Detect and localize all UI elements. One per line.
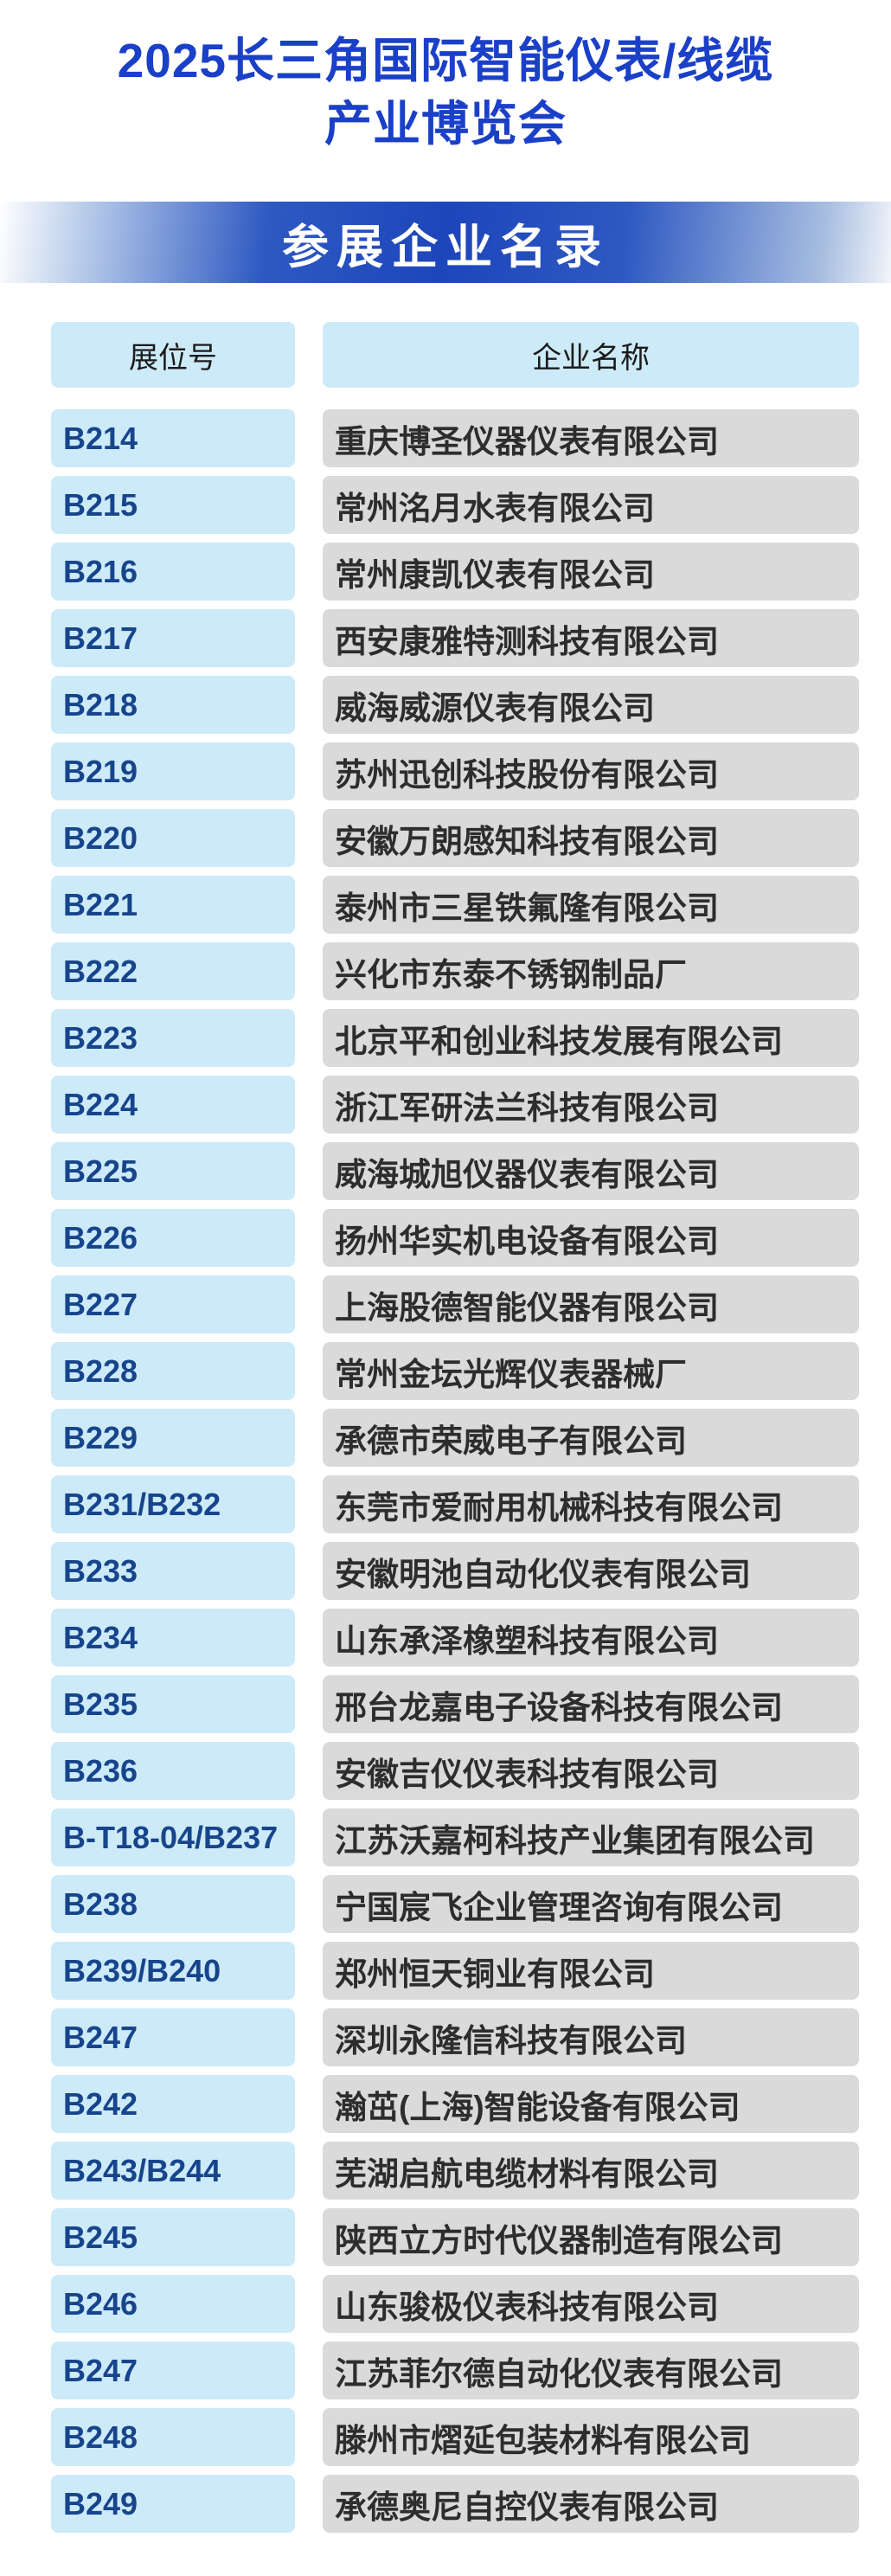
page-title-line1: 2025长三角国际智能仪表/线缆 xyxy=(117,34,774,87)
booth-number-cell: B221 xyxy=(51,876,295,934)
booth-number-cell: B246 xyxy=(51,2275,295,2333)
booth-number-cell: B249 xyxy=(51,2475,295,2533)
booth-number-cell: B216 xyxy=(51,543,295,601)
company-name-cell: 威海威源仪表有限公司 xyxy=(323,676,859,734)
booth-number-cell: B224 xyxy=(51,1076,295,1134)
booth-number-cell: B217 xyxy=(51,609,295,667)
company-name-cell: 瀚茁(上海)智能设备有限公司 xyxy=(323,2075,859,2133)
company-name-cell: 承德市荣威电子有限公司 xyxy=(323,1409,859,1467)
company-name-cell: 山东承泽橡塑科技有限公司 xyxy=(323,1609,859,1667)
company-name-cell: 陕西立方时代仪器制造有限公司 xyxy=(323,2208,859,2266)
company-name-cell: 深圳永隆信科技有限公司 xyxy=(323,2008,859,2066)
company-name-cell: 常州金坛光辉仪表器械厂 xyxy=(323,1342,859,1400)
page-title: 2025长三角国际智能仪表/线缆 产业博览会 xyxy=(0,0,891,156)
booth-number-cell: B215 xyxy=(51,476,295,534)
booth-number-cell: B218 xyxy=(51,676,295,734)
exhibitor-table-body: B214 重庆博圣仪器仪表有限公司 B215 常州洺月水表有限公司 B216 常… xyxy=(51,409,859,2533)
booth-number-cell: B242 xyxy=(51,2075,295,2133)
company-name-cell: 东莞市爱耐用机械科技有限公司 xyxy=(323,1475,859,1533)
company-name-cell: 承德奥尼自控仪表有限公司 xyxy=(323,2475,859,2533)
booth-number-cell: B245 xyxy=(51,2208,295,2266)
company-name-cell: 邢台龙嘉电子设备科技有限公司 xyxy=(323,1675,859,1733)
booth-number-cell: B239/B240 xyxy=(51,1942,295,2000)
booth-number-cell: B223 xyxy=(51,1009,295,1067)
booth-column-header: 展位号 xyxy=(51,322,295,388)
company-name-cell: 西安康雅特测科技有限公司 xyxy=(323,609,859,667)
booth-number-cell: B235 xyxy=(51,1675,295,1733)
banner-label: 参展企业名录 xyxy=(282,221,609,273)
booth-number-cell: B247 xyxy=(51,2342,295,2399)
booth-number-cell: B236 xyxy=(51,1742,295,1800)
company-name-cell: 宁国宸飞企业管理咨询有限公司 xyxy=(323,1875,859,1933)
booth-number-cell: B229 xyxy=(51,1409,295,1467)
booth-number-cell: B222 xyxy=(51,942,295,1000)
company-name-cell: 威海城旭仪器仪表有限公司 xyxy=(323,1142,859,1200)
booth-number-cell: B225 xyxy=(51,1142,295,1200)
company-name-cell: 泰州市三星铁氟隆有限公司 xyxy=(323,876,859,934)
company-name-cell: 安徽明池自动化仪表有限公司 xyxy=(323,1542,859,1600)
company-name-cell: 兴化市东泰不锈钢制品厂 xyxy=(323,942,859,1000)
company-name-cell: 安徽万朗感知科技有限公司 xyxy=(323,809,859,867)
booth-number-cell: B238 xyxy=(51,1875,295,1933)
company-name-cell: 扬州华实机电设备有限公司 xyxy=(323,1209,859,1267)
exhibitor-directory-banner: 参展企业名录 xyxy=(0,202,891,283)
booth-number-cell: B243/B244 xyxy=(51,2142,295,2200)
company-name-cell: 常州康凯仪表有限公司 xyxy=(323,543,859,601)
company-name-cell: 山东骏极仪表科技有限公司 xyxy=(323,2275,859,2333)
booth-number-cell: B219 xyxy=(51,742,295,800)
company-name-cell: 芜湖启航电缆材料有限公司 xyxy=(323,2142,859,2200)
company-name-cell: 上海股德智能仪器有限公司 xyxy=(323,1275,859,1333)
booth-number-cell: B227 xyxy=(51,1275,295,1333)
company-name-cell: 安徽吉仪仪表科技有限公司 xyxy=(323,1742,859,1800)
company-name-cell: 江苏菲尔德自动化仪表有限公司 xyxy=(323,2342,859,2399)
booth-number-cell: B233 xyxy=(51,1542,295,1600)
company-name-cell: 北京平和创业科技发展有限公司 xyxy=(323,1009,859,1067)
company-name-cell: 滕州市熠延包装材料有限公司 xyxy=(323,2408,859,2466)
booth-number-cell: B248 xyxy=(51,2408,295,2466)
company-name-cell: 郑州恒天铜业有限公司 xyxy=(323,1942,859,2000)
page-title-line2: 产业博览会 xyxy=(324,97,567,151)
booth-number-cell: B231/B232 xyxy=(51,1475,295,1533)
table-header-row: 展位号 企业名称 xyxy=(51,322,859,388)
booth-number-cell: B220 xyxy=(51,809,295,867)
booth-number-cell: B234 xyxy=(51,1609,295,1667)
company-name-cell: 浙江军研法兰科技有限公司 xyxy=(323,1076,859,1134)
company-name-cell: 江苏沃嘉柯科技产业集团有限公司 xyxy=(323,1808,859,1866)
booth-number-cell: B228 xyxy=(51,1342,295,1400)
company-name-cell: 常州洺月水表有限公司 xyxy=(323,476,859,534)
company-column-header: 企业名称 xyxy=(323,322,859,388)
booth-number-cell: B247 xyxy=(51,2008,295,2066)
company-name-cell: 苏州迅创科技股份有限公司 xyxy=(323,742,859,800)
booth-number-cell: B214 xyxy=(51,409,295,467)
booth-number-cell: B-T18-04/B237 xyxy=(51,1808,295,1866)
booth-number-cell: B226 xyxy=(51,1209,295,1267)
company-name-cell: 重庆博圣仪器仪表有限公司 xyxy=(323,409,859,467)
